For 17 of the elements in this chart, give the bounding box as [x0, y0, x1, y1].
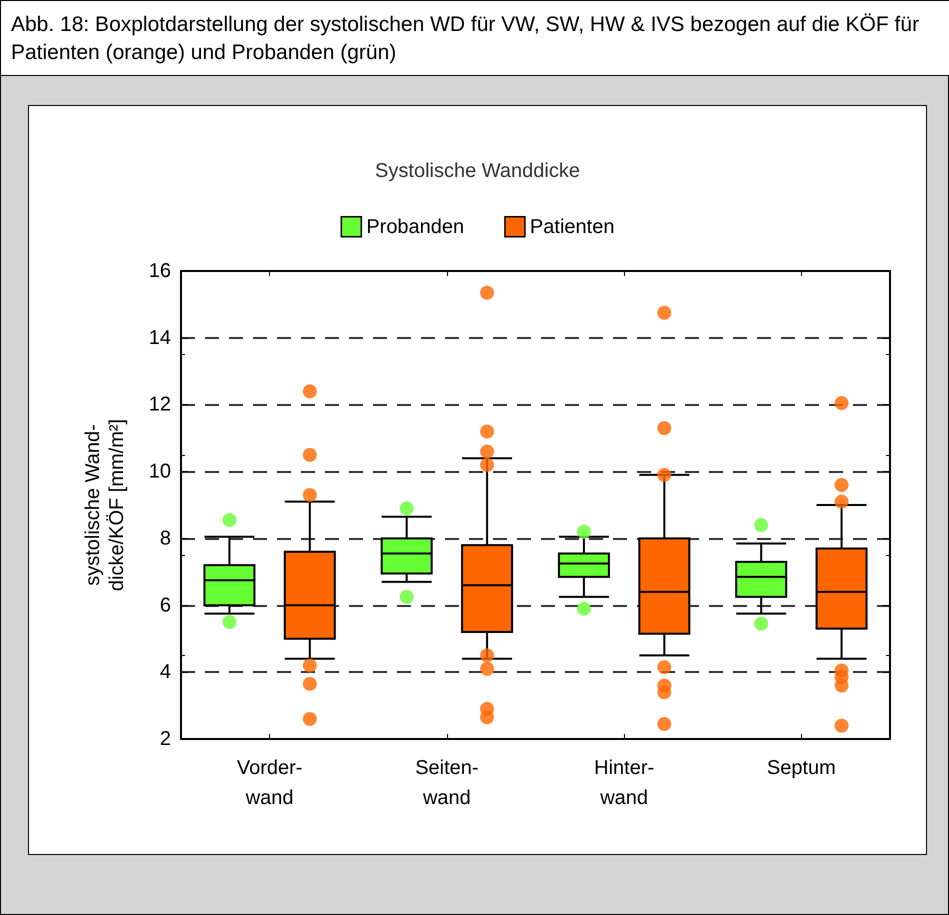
- legend-label: Probanden: [366, 216, 464, 238]
- caption: Abb. 18: Boxplotdarstellung der systolischen WD für VW, SW, HW & IVS bezogen auf die KÖF für Patienten (orange) und Probanden (grün): [11, 12, 920, 66]
- y-tick-label: 8: [160, 527, 171, 550]
- y-tick-label: 2: [160, 728, 171, 750]
- y-tick-label: 6: [160, 594, 171, 616]
- y-tick-label: 12: [148, 394, 171, 416]
- x-tick-label: Vorder- wand: [236, 757, 302, 809]
- chart-title: Systolische Wanddicke: [375, 160, 580, 182]
- legend-label: Patienten: [530, 216, 614, 238]
- y-tick-label: 4: [160, 661, 171, 684]
- y-tick-label: 16: [148, 260, 171, 282]
- x-tick-label: Hinter- wand: [594, 757, 654, 809]
- y-axis-title: systolische Wand- dicke/KÖF [mm/m²]: [82, 418, 128, 592]
- y-tick-label: 10: [148, 460, 171, 483]
- x-tick-label: Seiten- wand: [415, 757, 479, 809]
- y-tick-label: 14: [148, 326, 171, 349]
- x-tick-label: Septum: [766, 757, 836, 779]
